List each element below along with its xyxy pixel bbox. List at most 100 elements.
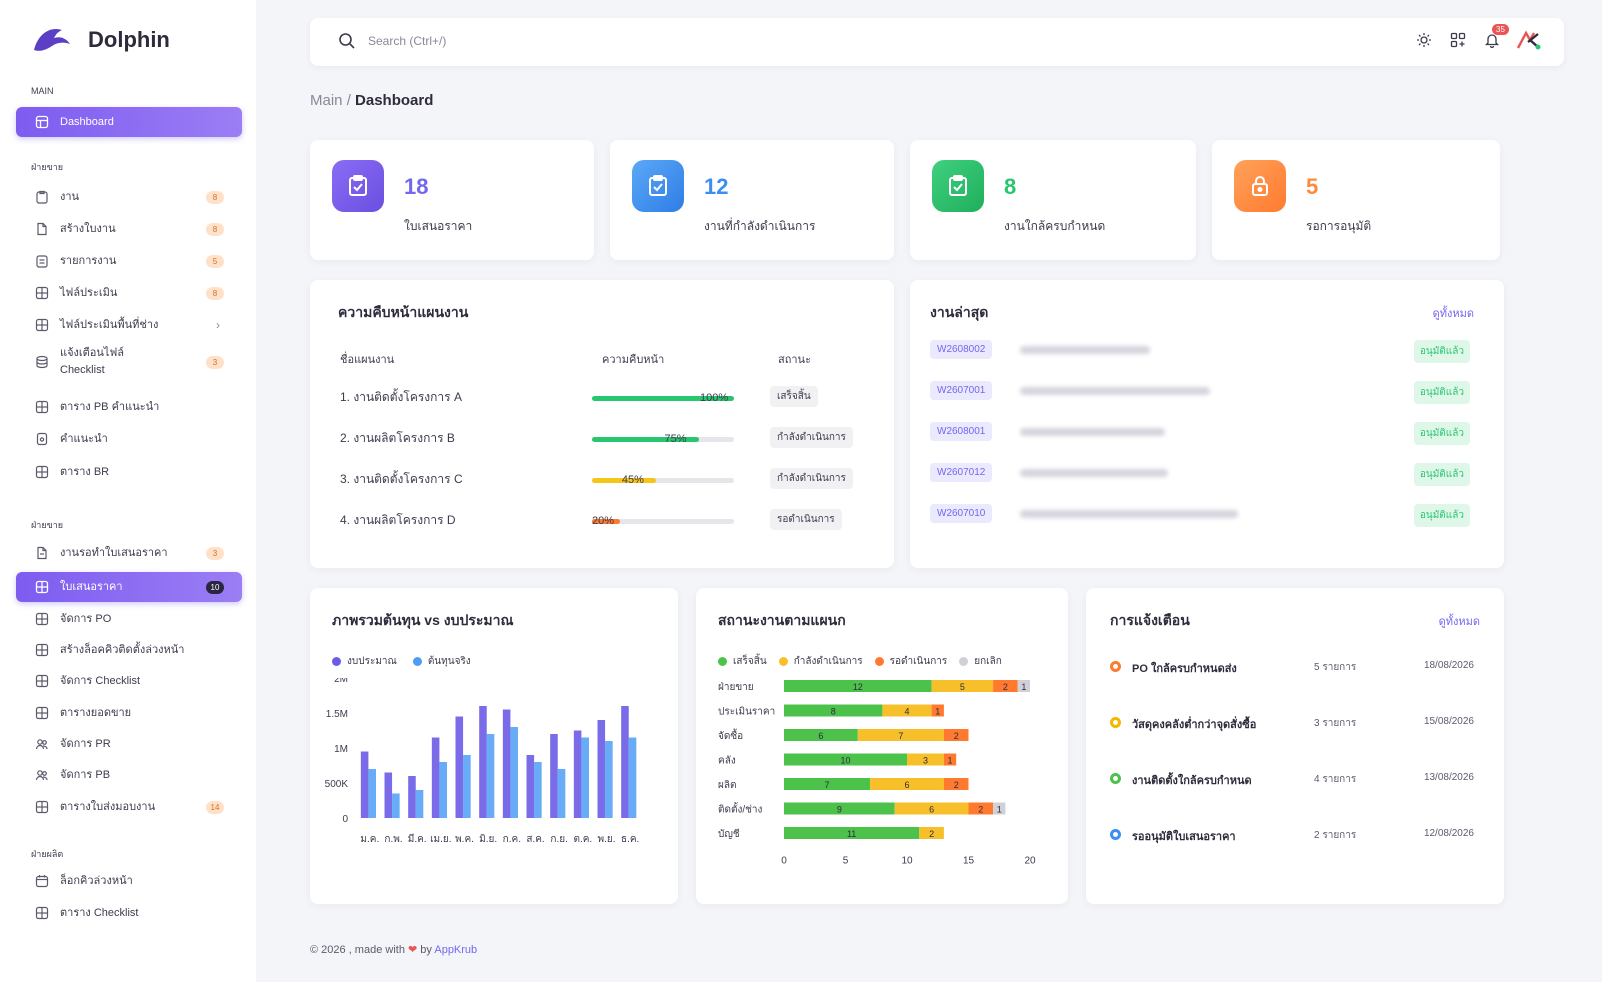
stacked-segment[interactable] xyxy=(784,778,871,790)
sidebar-item-checklist-alert[interactable]: แจ้งเตือนไฟล์ Checklist 3 xyxy=(16,343,242,381)
sidebar-item-checklist[interactable]: จัดการ Checklist xyxy=(16,666,242,696)
stacked-segment[interactable] xyxy=(919,827,944,839)
bar-actual[interactable] xyxy=(557,769,566,818)
bar-budget[interactable] xyxy=(550,734,558,818)
stat-card-pending-approval[interactable]: 5 รอการอนุมัติ xyxy=(1212,140,1500,260)
stacked-segment[interactable] xyxy=(907,753,944,766)
company-link[interactable]: AppKrub xyxy=(434,944,478,956)
bar-budget[interactable] xyxy=(431,737,440,819)
view-all-link[interactable]: ดูทั้งหมด xyxy=(1438,616,1480,628)
job-code[interactable]: W2607010 xyxy=(930,504,993,523)
stacked-segment[interactable] xyxy=(993,802,1006,815)
recent-job-row[interactable]: W2608002 อนุมัติแล้ว xyxy=(930,340,1470,363)
bar-actual[interactable] xyxy=(605,741,613,818)
bar-budget[interactable] xyxy=(360,751,369,819)
bar-actual[interactable] xyxy=(628,737,637,819)
sidebar-item-pr[interactable]: จัดการ PR xyxy=(16,729,242,759)
stacked-segment[interactable] xyxy=(784,753,907,766)
stacked-segment[interactable] xyxy=(882,704,932,717)
stacked-segment[interactable] xyxy=(931,680,994,692)
bar-budget[interactable] xyxy=(408,776,416,818)
shortcuts-button[interactable] xyxy=(1448,30,1468,50)
stacked-segment[interactable] xyxy=(1017,680,1030,692)
sidebar-item-sales-table[interactable]: ตารางยอดขาย xyxy=(16,698,242,728)
user-avatar[interactable] xyxy=(1516,30,1542,50)
bar-budget[interactable] xyxy=(526,755,535,818)
notification-row[interactable]: วัสดุคงคลังต่ำกว่าจุดสั่งซื้อ 3 รายการ 15/… xyxy=(1110,713,1474,733)
sidebar-item-delivery-table[interactable]: ตารางใบส่งมอบงาน 14 xyxy=(16,792,242,822)
search-input[interactable]: Search (Ctrl+/) xyxy=(368,34,447,48)
sidebar-item-eval-area[interactable]: ไฟล์ประเมินพื้นที่ช่าง › xyxy=(16,310,242,340)
stat-card-in-progress[interactable]: 12 งานที่กำลังดำเนินการ xyxy=(610,140,894,260)
stacked-segment[interactable] xyxy=(943,778,969,790)
recent-job-row[interactable]: W2607010 อนุมัติแล้ว xyxy=(930,504,1470,527)
stacked-segment[interactable] xyxy=(784,704,883,717)
stat-card-quotation[interactable]: 18 ใบเสนอราคา xyxy=(310,140,594,260)
plan-row[interactable]: 1. งานติดตั้งโครงการ A 100% เสร็จสิ้น xyxy=(340,384,860,408)
sidebar-item-create-job[interactable]: สร้างใบงาน 8 xyxy=(16,214,242,244)
sidebar-item-pb[interactable]: จัดการ PB xyxy=(16,760,242,790)
stacked-segment[interactable] xyxy=(894,802,969,815)
notification-row[interactable]: งานติดตั้งใกล้ครบกำหนด 4 รายการ 13/08/2026 xyxy=(1110,769,1474,789)
sidebar-item-jobs[interactable]: งาน 8 xyxy=(16,182,242,212)
sidebar-item-advance-queue[interactable]: ล็อกคิวล่วงหน้า xyxy=(16,866,242,896)
bar-budget[interactable] xyxy=(384,772,393,819)
stacked-segment[interactable] xyxy=(784,729,858,741)
sidebar-item-br-table[interactable]: ตาราง BR xyxy=(16,457,242,487)
stacked-segment[interactable] xyxy=(784,680,932,692)
bar-actual[interactable] xyxy=(415,790,424,818)
bar-actual[interactable] xyxy=(463,755,471,818)
bar-actual[interactable] xyxy=(510,727,518,818)
bar-actual[interactable] xyxy=(368,769,376,818)
bar-actual[interactable] xyxy=(439,762,447,818)
plan-row[interactable]: 2. งานผลิตโครงการ B 75% กำลังดำเนินการ xyxy=(340,425,860,449)
bar-actual[interactable] xyxy=(534,762,542,818)
recent-job-row[interactable]: W2607012 อนุมัติแล้ว xyxy=(930,463,1470,486)
notifications-button[interactable]: 35 xyxy=(1482,24,1509,50)
search-bar[interactable]: Search (Ctrl+/) xyxy=(338,32,446,50)
notification-row[interactable]: รออนุมัติใบเสนอราคา 2 รายการ 12/08/2026 xyxy=(1110,825,1474,845)
sidebar-item-quotation[interactable]: ใบเสนอราคา 10 xyxy=(16,572,242,602)
stacked-segment[interactable] xyxy=(943,753,957,766)
stacked-segment[interactable] xyxy=(870,778,944,790)
bar-actual[interactable] xyxy=(392,793,400,819)
recent-job-row[interactable]: W2607001 อนุมัติแล้ว xyxy=(930,381,1470,404)
view-all-link[interactable]: ดูทั้งหมด xyxy=(1432,308,1474,320)
stacked-segment[interactable] xyxy=(784,827,920,839)
stat-card-due-soon[interactable]: 8 งานใกล้ครบกำหนด xyxy=(910,140,1196,260)
plan-row[interactable]: 3. งานติดตั้งโครงการ C 45% กำลังดำเนินการ xyxy=(340,466,860,490)
plan-row[interactable]: 4. งานผลิตโครงการ D 20% รอดำเนินการ xyxy=(340,507,860,531)
theme-toggle-button[interactable] xyxy=(1414,30,1434,50)
bar-budget[interactable] xyxy=(573,730,582,819)
bar-budget[interactable] xyxy=(479,706,487,818)
stacked-segment[interactable] xyxy=(931,704,944,717)
sidebar-item-pb-advice[interactable]: ตาราง PB คำแนะนำ xyxy=(16,392,242,422)
sidebar-item-eval-file[interactable]: ไฟล์ประเมิน 8 xyxy=(16,278,242,308)
brand[interactable]: Dolphin xyxy=(30,24,170,56)
sidebar-item-install-queue[interactable]: สร้างล็อคคิวติดตั้งล่วงหน้า xyxy=(16,635,242,665)
stacked-segment[interactable] xyxy=(968,802,994,815)
stacked-segment[interactable] xyxy=(857,729,944,741)
stacked-segment[interactable] xyxy=(943,729,969,741)
breadcrumb-parent[interactable]: Main xyxy=(310,92,343,109)
sidebar-item-checklist-table[interactable]: ตาราง Checklist xyxy=(16,898,242,928)
bar-budget[interactable] xyxy=(597,720,606,818)
job-code[interactable]: W2607012 xyxy=(930,463,993,482)
notification-row[interactable]: PO ใกล้ครบกำหนดส่ง 5 รายการ 18/08/2026 xyxy=(1110,657,1474,677)
bar-budget[interactable] xyxy=(455,716,464,819)
bar-budget[interactable] xyxy=(502,709,511,819)
job-code[interactable]: W2608002 xyxy=(930,340,993,359)
job-code[interactable]: W2607001 xyxy=(930,381,993,400)
job-code[interactable]: W2608001 xyxy=(930,422,993,441)
sidebar-item-pending-quote[interactable]: งานรอทำใบเสนอราคา 3 xyxy=(16,538,242,568)
stacked-segment[interactable] xyxy=(993,680,1018,692)
bar-actual[interactable] xyxy=(581,737,589,819)
bar-actual[interactable] xyxy=(486,734,495,818)
sidebar-item-advice[interactable]: คำแนะนำ xyxy=(16,424,242,454)
bar-budget[interactable] xyxy=(621,706,629,818)
recent-job-row[interactable]: W2608001 อนุมัติแล้ว xyxy=(930,422,1470,445)
sidebar-item-job-list[interactable]: รายการงาน 5 xyxy=(16,246,242,276)
sidebar-item-po[interactable]: จัดการ PO xyxy=(16,604,242,634)
sidebar-item-dashboard[interactable]: Dashboard xyxy=(16,107,242,137)
stacked-segment[interactable] xyxy=(784,802,895,815)
